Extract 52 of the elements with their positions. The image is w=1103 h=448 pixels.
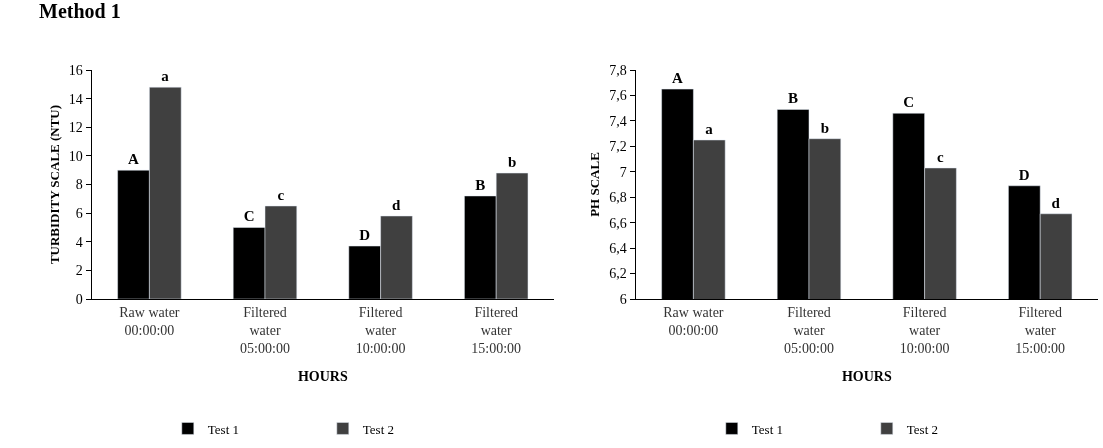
y-axis-title: TURBIDITY SCALE (NTU) <box>46 104 62 265</box>
y-tick-label: 7,4 <box>609 113 627 129</box>
y-tick-label: 6,4 <box>609 241 627 257</box>
data-label: c <box>936 148 944 165</box>
y-tick-label: 6 <box>75 206 83 222</box>
y-tick-label: 14 <box>68 91 83 107</box>
data-label: C <box>243 208 255 225</box>
x-tick-label: Filtered water 15:00:00 <box>1015 304 1066 357</box>
data-label: d <box>1051 194 1061 211</box>
x-axis-title: HOURS <box>841 368 892 384</box>
y-axis-title: PH SCALE <box>587 152 603 217</box>
data-label: B <box>788 90 799 107</box>
data-label: a <box>705 120 714 137</box>
y-tick-label: 16 <box>68 62 83 78</box>
y-tick-label: 6,2 <box>609 266 627 282</box>
y-tick-label: 10 <box>68 148 83 164</box>
y-tick-label: 6,8 <box>609 190 627 206</box>
x-tick-label: Filtered water 05:00:00 <box>240 304 290 357</box>
y-tick-label: 6,6 <box>609 215 627 231</box>
data-label: A <box>672 70 684 87</box>
y-tick-label: 7,6 <box>609 88 627 104</box>
data-label: b <box>820 119 830 136</box>
x-tick-label: Filtered water 15:00:00 <box>471 304 522 357</box>
y-tick-label: 7,8 <box>609 62 627 78</box>
legend-label: Test 1 <box>207 421 240 437</box>
y-tick-label: 7 <box>619 164 627 180</box>
y-tick-label: 12 <box>68 120 83 136</box>
data-label: B <box>475 176 486 193</box>
x-tick-label: Filtered water 10:00:00 <box>355 304 406 357</box>
legend-label: Test 2 <box>362 421 395 437</box>
x-tick-label: Filtered water 05:00:00 <box>784 304 834 357</box>
data-label: D <box>1018 166 1030 183</box>
data-label: d <box>391 196 401 213</box>
data-label: D <box>359 227 371 244</box>
x-tick-label: Raw water 00:00:00 <box>119 304 180 338</box>
x-tick-label: Raw water 00:00:00 <box>663 304 724 338</box>
y-tick-label: 6 <box>619 291 627 307</box>
x-tick-label: Filtered water 10:00:00 <box>899 304 950 357</box>
data-label: b <box>507 154 517 171</box>
y-tick-label: 8 <box>75 177 83 193</box>
legend-label: Test 2 <box>906 421 939 437</box>
y-tick-label: 0 <box>75 291 83 307</box>
data-label: c <box>277 186 285 203</box>
data-label: A <box>128 151 140 168</box>
y-tick-label: 2 <box>75 263 83 279</box>
data-label: C <box>903 94 915 111</box>
y-tick-label: 4 <box>75 234 83 250</box>
data-label: a <box>161 68 170 85</box>
y-tick-label: 7,2 <box>609 139 627 155</box>
x-axis-title: HOURS <box>297 368 348 384</box>
legend-label: Test 1 <box>751 421 784 437</box>
chart-title: Method 1 <box>39 0 121 22</box>
